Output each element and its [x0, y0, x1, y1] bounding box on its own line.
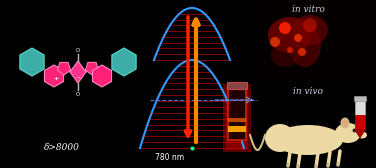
Ellipse shape [289, 23, 321, 67]
Ellipse shape [342, 119, 348, 127]
Polygon shape [20, 48, 44, 76]
Bar [223, 84, 251, 152]
Bar [227, 82, 247, 89]
Polygon shape [92, 65, 112, 87]
Ellipse shape [273, 125, 343, 155]
Bar [228, 88, 246, 140]
Ellipse shape [335, 123, 361, 143]
Text: in vitro: in vitro [292, 6, 324, 14]
Polygon shape [112, 48, 136, 76]
Polygon shape [355, 130, 365, 138]
Ellipse shape [265, 124, 295, 152]
Bar [228, 126, 246, 132]
Circle shape [279, 22, 291, 34]
Bar [260, 0, 376, 84]
Bar [355, 115, 365, 130]
Text: +: + [53, 75, 59, 80]
Bar [226, 86, 248, 150]
Ellipse shape [357, 132, 367, 138]
Polygon shape [85, 62, 99, 75]
Text: in vivo: in vivo [293, 88, 323, 96]
Polygon shape [58, 62, 71, 75]
Text: δ>8000: δ>8000 [44, 143, 80, 153]
Bar [355, 100, 365, 115]
Polygon shape [70, 61, 86, 83]
Text: –: – [76, 74, 80, 80]
Circle shape [298, 48, 306, 56]
Circle shape [294, 34, 302, 42]
Bar [354, 96, 366, 101]
Ellipse shape [292, 15, 328, 45]
Text: 780 nm: 780 nm [155, 154, 185, 162]
Ellipse shape [341, 117, 350, 129]
Bar [228, 118, 246, 122]
Circle shape [270, 37, 280, 47]
Circle shape [303, 18, 317, 32]
Circle shape [287, 47, 293, 53]
Ellipse shape [268, 17, 312, 53]
Text: O: O [76, 49, 80, 53]
Ellipse shape [271, 43, 299, 67]
Polygon shape [44, 65, 64, 87]
Text: O: O [76, 92, 80, 96]
